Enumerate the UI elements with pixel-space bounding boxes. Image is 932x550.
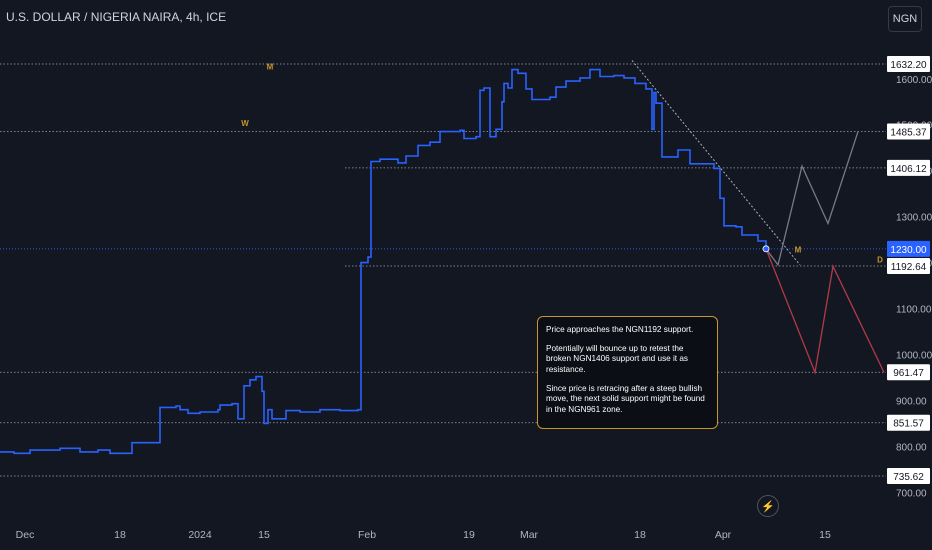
lightning-icon[interactable]: ⚡ [757,495,779,517]
level-tag-label: 1406.12 [890,164,927,175]
level-tag-bg [887,468,930,485]
level-tag-bg [887,257,930,274]
y-tick-label: 800.00 [896,442,927,453]
pattern-label: M [795,245,802,254]
currency-button[interactable]: NGN [888,6,922,32]
y-tick-label: 700.00 [896,488,927,499]
callout-paragraph-3: Since price is retracing after a steep b… [546,383,705,414]
x-tick-label: Feb [358,529,376,541]
level-tag-bg [887,56,930,72]
x-tick-label: 15 [258,529,270,541]
pattern-label: D [877,256,883,265]
x-tick-label: 18 [114,529,126,541]
pattern-label: W [241,119,249,128]
symbol-title: U.S. DOLLAR / NIGERIA NAIRA, 4h, ICE [6,10,227,24]
y-tick-label: 1100.00 [896,305,932,316]
projections [631,60,885,375]
x-tick-label: 19 [463,529,475,541]
level-tag-bg [887,159,930,176]
x-tick-label: 18 [634,529,646,541]
level-tag-label: 1485.37 [890,127,927,138]
level-tag-label: 735.62 [893,472,924,483]
y-tick-label: 1300.00 [896,213,932,224]
pattern-labels: M W M D [241,63,883,265]
callout-paragraph-2: Potentially will bounce up to retest the… [546,343,689,374]
x-tick-label: Dec [16,529,35,541]
horizontal-levels [0,63,886,477]
drop-projection [765,248,885,375]
analysis-callout: Price approaches the NGN1192 support. Po… [537,316,718,429]
y-tick-label: 1600.00 [896,75,932,86]
y-tick-label: 900.00 [896,396,927,407]
trendline [631,60,801,266]
level-tag-bg [887,364,930,381]
y-tick-label: 1000.00 [896,351,932,362]
x-axis[interactable]: Dec 18 2024 15 Feb 19 Mar 18 Apr 15 [16,529,831,541]
level-tag-label: 851.57 [893,419,924,430]
x-tick-label: 15 [819,529,831,541]
level-tag-label: 1632.20 [890,60,927,71]
level-tag-label: 1192.64 [891,262,927,273]
level-tag-bg [887,123,930,140]
x-tick-label: Mar [520,529,539,541]
pattern-label: M [267,63,274,72]
price-line [0,68,767,455]
level-tag-bg [887,414,930,431]
bounce-projection [765,131,859,267]
current-price-tag-label: 1230.00 [890,245,927,256]
level-tag-label: 961.47 [893,368,924,379]
y-axis[interactable]: 700.00800.00900.001000.001100.001200.001… [887,56,932,499]
x-tick-label: Apr [715,529,732,541]
x-tick-label: 2024 [188,529,212,541]
callout-paragraph-1: Price approaches the NGN1192 support. [546,325,694,334]
price-series [0,68,770,455]
current-price-dot [762,245,770,253]
current-price-tag-bg [887,240,930,257]
